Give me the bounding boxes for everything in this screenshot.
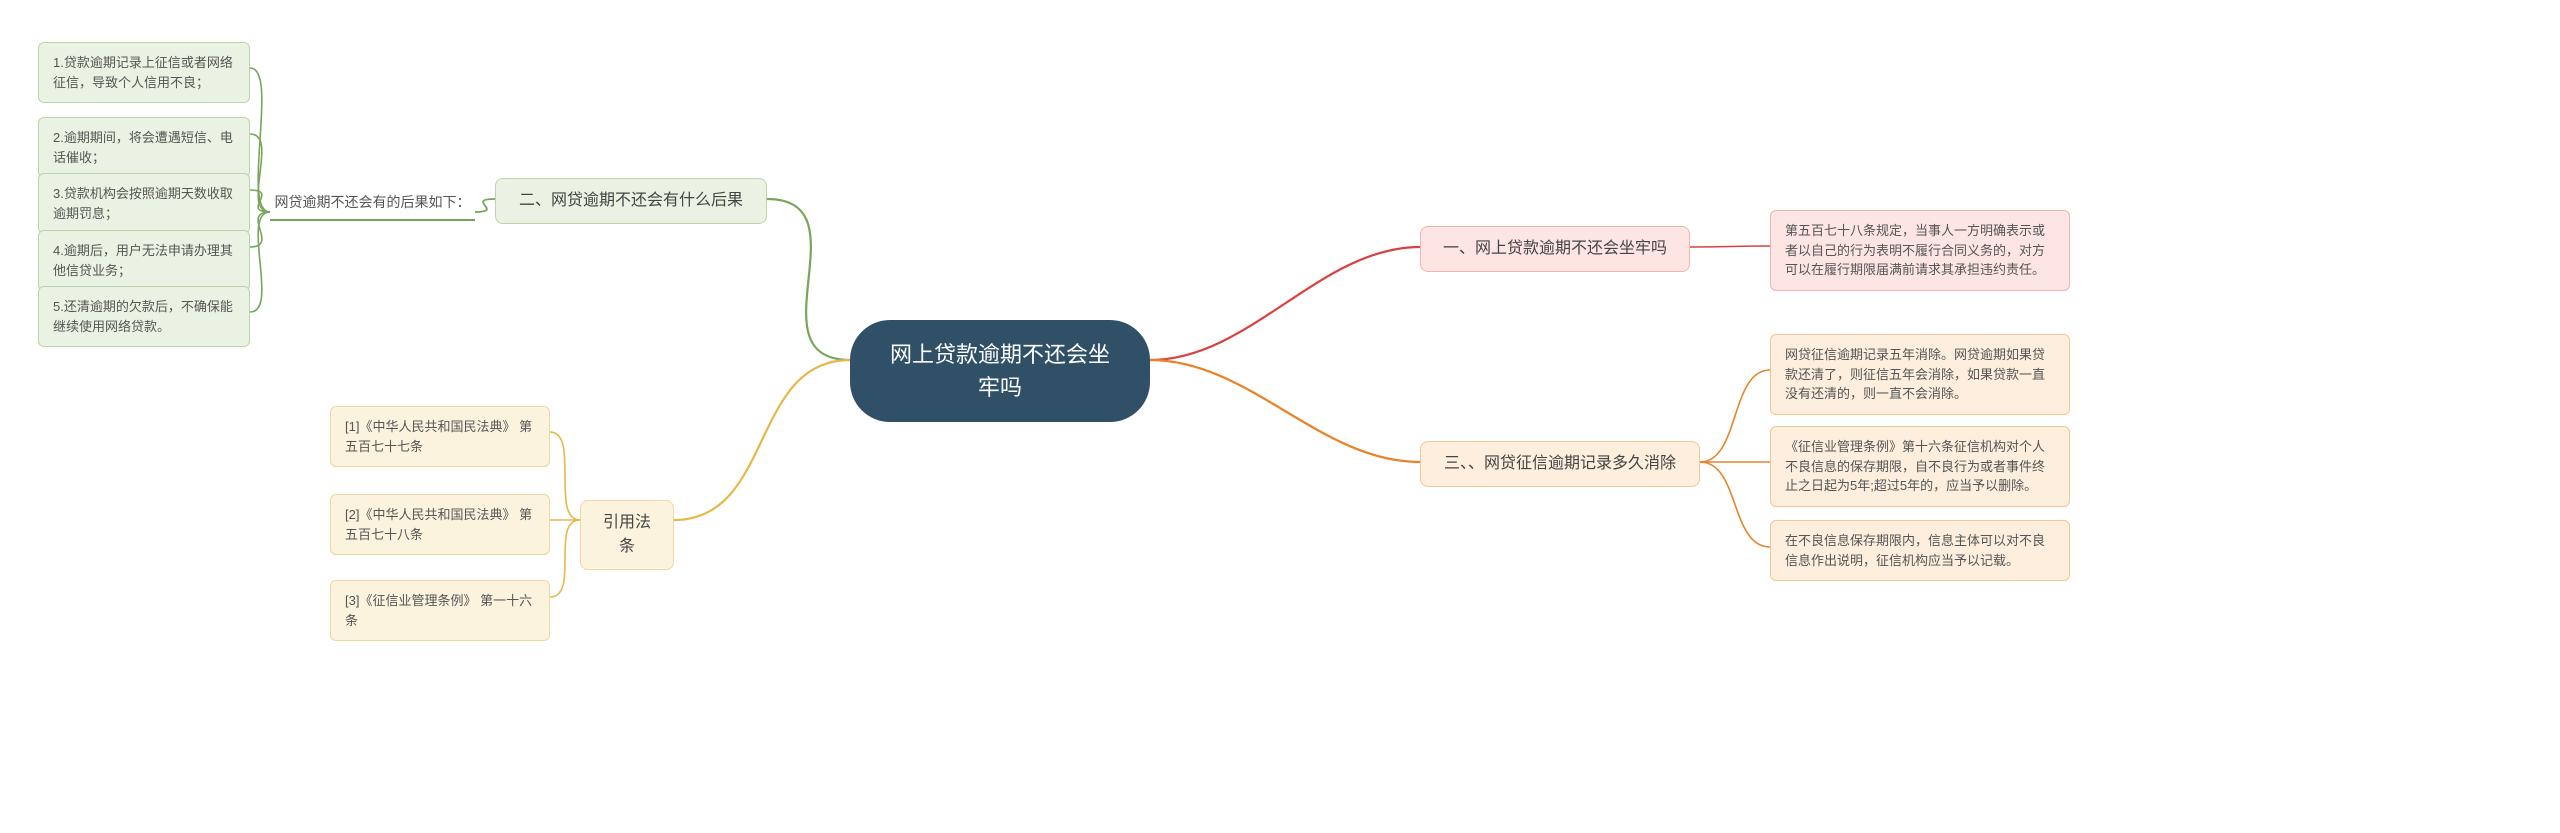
- root-node: 网上贷款逾期不还会坐牢吗: [850, 320, 1150, 422]
- leaf-b2-4: 5.还清逾期的欠款后，不确保能继续使用网络贷款。: [38, 286, 250, 347]
- leaf-b2-0: 1.贷款逾期记录上征信或者网络征信，导致个人信用不良；: [38, 42, 250, 103]
- leaf-b3-1: 《征信业管理条例》第十六条征信机构对个人不良信息的保存期限，自不良行为或者事件终…: [1770, 426, 2070, 507]
- leaf-b4-2: [3]《征信业管理条例》 第一十六条: [330, 580, 550, 641]
- leaf-b3-0: 网贷征信逾期记录五年消除。网贷逾期如果贷款还清了，则征信五年会消除，如果贷款一直…: [1770, 334, 2070, 415]
- branch-b4: 引用法条: [580, 500, 674, 570]
- leaf-b2-2: 3.贷款机构会按照逾期天数收取逾期罚息；: [38, 173, 250, 234]
- branch-b1: 一、网上贷款逾期不还会坐牢吗: [1420, 226, 1690, 272]
- leaf-b3-2: 在不良信息保存期限内，信息主体可以对不良信息作出说明，征信机构应当予以记载。: [1770, 520, 2070, 581]
- leaf-b4-0: [1]《中华人民共和国民法典》 第五百七十七条: [330, 406, 550, 467]
- leaf-b2-3: 4.逾期后，用户无法申请办理其他信贷业务；: [38, 230, 250, 291]
- leaf-b2-1: 2.逾期期间，将会遭遇短信、电话催收；: [38, 117, 250, 178]
- leaf-b1-0: 第五百七十八条规定，当事人一方明确表示或者以自己的行为表明不履行合同义务的，对方…: [1770, 210, 2070, 291]
- intermediate-b2: 网贷逾期不还会有的后果如下：: [270, 186, 475, 221]
- leaf-b4-1: [2]《中华人民共和国民法典》 第五百七十八条: [330, 494, 550, 555]
- branch-b2: 二、网贷逾期不还会有什么后果: [495, 178, 767, 224]
- branch-b3: 三、、网贷征信逾期记录多久消除: [1420, 441, 1700, 487]
